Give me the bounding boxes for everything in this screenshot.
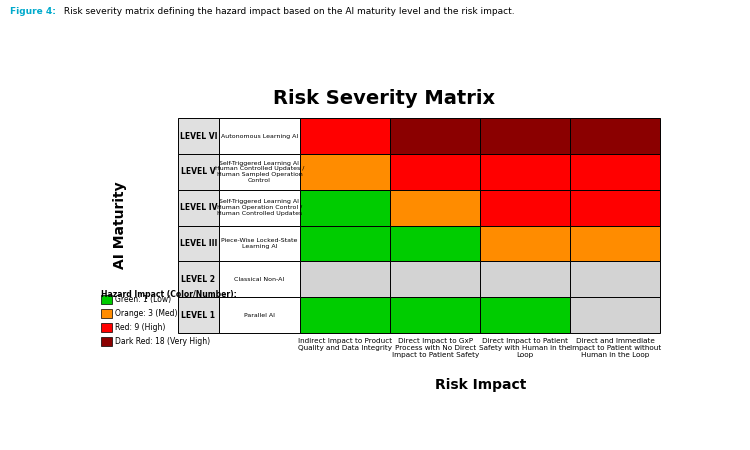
Text: Dark Red: 18 (Very High): Dark Red: 18 (Very High) <box>116 337 211 346</box>
Text: Self-Triggered Learning AI
Human Operation Control /
Human Controlled Updates: Self-Triggered Learning AI Human Operati… <box>217 199 302 216</box>
FancyBboxPatch shape <box>480 190 570 225</box>
Text: Risk Severity Matrix: Risk Severity Matrix <box>273 89 496 108</box>
FancyBboxPatch shape <box>390 190 480 225</box>
Text: Orange: 3 (Med): Orange: 3 (Med) <box>116 309 178 318</box>
Text: Parallel AI: Parallel AI <box>244 313 275 318</box>
Text: Direct Impact to GxP
Process with No Direct
Impact to Patient Safety: Direct Impact to GxP Process with No Dir… <box>392 338 478 358</box>
FancyBboxPatch shape <box>480 297 570 333</box>
FancyBboxPatch shape <box>570 118 661 154</box>
FancyBboxPatch shape <box>219 154 300 190</box>
Text: LEVEL IV: LEVEL IV <box>180 203 218 212</box>
FancyBboxPatch shape <box>178 261 219 297</box>
FancyBboxPatch shape <box>570 154 661 190</box>
Text: Direct and Immediate
Impact to Patient without
Human in the Loop: Direct and Immediate Impact to Patient w… <box>570 338 661 358</box>
Text: Risk severity matrix defining the hazard impact based on the AI maturity level a: Risk severity matrix defining the hazard… <box>61 7 514 16</box>
Text: Hazard Impact (Color/Number):: Hazard Impact (Color/Number): <box>101 290 237 299</box>
FancyBboxPatch shape <box>390 154 480 190</box>
FancyBboxPatch shape <box>390 297 480 333</box>
FancyBboxPatch shape <box>570 261 661 297</box>
Text: Autonomous Learning AI: Autonomous Learning AI <box>220 134 298 139</box>
FancyBboxPatch shape <box>300 261 390 297</box>
Text: LEVEL VI: LEVEL VI <box>180 131 218 140</box>
FancyBboxPatch shape <box>390 225 480 261</box>
FancyBboxPatch shape <box>101 337 112 346</box>
Text: Red: 9 (High): Red: 9 (High) <box>116 323 166 332</box>
Text: Classical Non-AI: Classical Non-AI <box>234 277 284 282</box>
Text: Figure 4:: Figure 4: <box>10 7 56 16</box>
Text: Green: 1 (Low): Green: 1 (Low) <box>116 295 172 304</box>
FancyBboxPatch shape <box>178 154 219 190</box>
FancyBboxPatch shape <box>480 118 570 154</box>
FancyBboxPatch shape <box>101 309 112 318</box>
FancyBboxPatch shape <box>300 154 390 190</box>
FancyBboxPatch shape <box>480 261 570 297</box>
FancyBboxPatch shape <box>480 154 570 190</box>
FancyBboxPatch shape <box>570 225 661 261</box>
FancyBboxPatch shape <box>178 225 219 261</box>
FancyBboxPatch shape <box>219 190 300 225</box>
Text: Indirect Impact to Product
Quality and Data Integrity: Indirect Impact to Product Quality and D… <box>298 338 392 351</box>
FancyBboxPatch shape <box>300 118 390 154</box>
FancyBboxPatch shape <box>219 297 300 333</box>
FancyBboxPatch shape <box>178 118 219 154</box>
Text: LEVEL V: LEVEL V <box>181 167 216 176</box>
FancyBboxPatch shape <box>219 225 300 261</box>
FancyBboxPatch shape <box>178 190 219 225</box>
Text: Risk Impact: Risk Impact <box>434 378 526 392</box>
FancyBboxPatch shape <box>219 261 300 297</box>
Text: Piece-Wise Locked-State
Learning AI: Piece-Wise Locked-State Learning AI <box>221 238 298 249</box>
FancyBboxPatch shape <box>570 190 661 225</box>
Text: Direct Impact to Patient
Safety with Human in the
Loop: Direct Impact to Patient Safety with Hum… <box>479 338 572 358</box>
FancyBboxPatch shape <box>101 323 112 332</box>
FancyBboxPatch shape <box>300 297 390 333</box>
Text: Self-Triggered Learning AI
Human Controlled Updates /
Human Sampled Operation
Co: Self-Triggered Learning AI Human Control… <box>214 161 304 183</box>
FancyBboxPatch shape <box>390 261 480 297</box>
Text: LEVEL III: LEVEL III <box>180 239 217 248</box>
FancyBboxPatch shape <box>570 297 661 333</box>
FancyBboxPatch shape <box>300 225 390 261</box>
FancyBboxPatch shape <box>480 225 570 261</box>
FancyBboxPatch shape <box>101 295 112 304</box>
FancyBboxPatch shape <box>178 297 219 333</box>
Text: AI Maturity: AI Maturity <box>113 182 127 270</box>
FancyBboxPatch shape <box>300 190 390 225</box>
Text: LEVEL 1: LEVEL 1 <box>182 310 215 320</box>
FancyBboxPatch shape <box>390 118 480 154</box>
FancyBboxPatch shape <box>219 118 300 154</box>
Text: LEVEL 2: LEVEL 2 <box>182 274 215 284</box>
